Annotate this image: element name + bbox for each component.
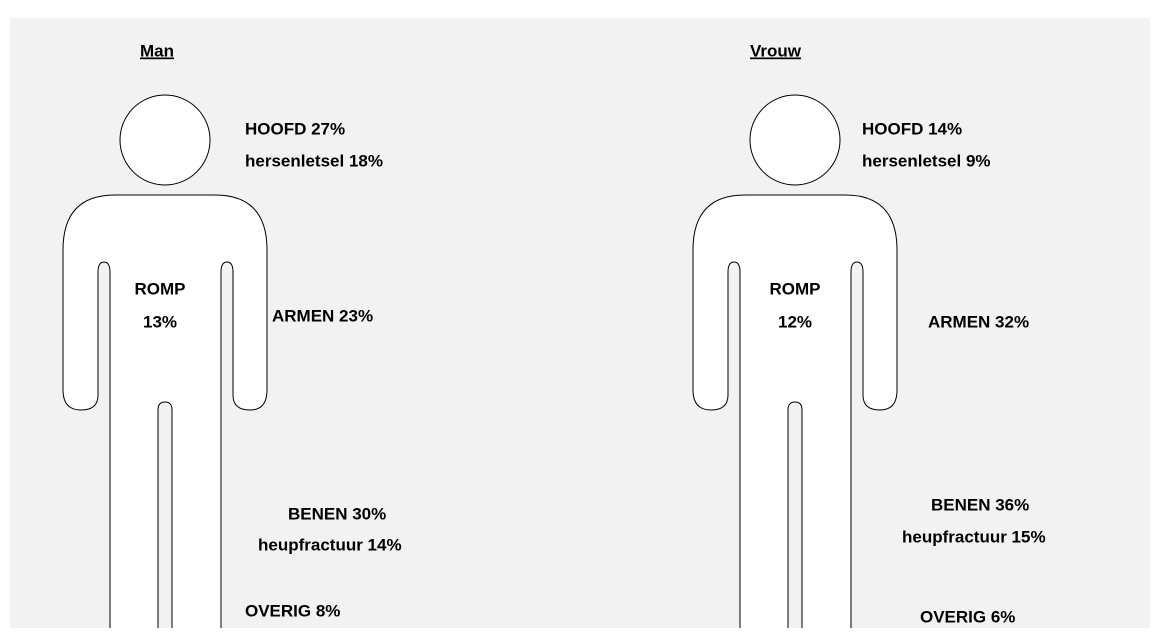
- head-shape: [749, 94, 841, 186]
- legs-label: BENEN 30%: [288, 504, 386, 523]
- woman-figure: Vrouw HOOFD 14% hersenletsel 9% ROMP 12%…: [692, 41, 1046, 633]
- man-figure: Man HOOFD 27% hersenletsel 18% ROMP 13% …: [62, 41, 402, 633]
- other-label: OVERIG 8%: [245, 601, 340, 620]
- head-shape: [119, 94, 211, 186]
- torso-value: 12%: [778, 312, 812, 331]
- head-sub-label: hersenletsel 9%: [862, 151, 991, 170]
- head-label: HOOFD 14%: [862, 119, 962, 138]
- legs-sub-label: heupfractuur 15%: [902, 527, 1046, 546]
- torso-label: ROMP: [135, 279, 186, 298]
- torso-label: ROMP: [770, 279, 821, 298]
- head-label: HOOFD 27%: [245, 119, 345, 138]
- torso-value: 13%: [143, 312, 177, 331]
- figure-title: Vrouw: [750, 41, 802, 60]
- legs-sub-label: heupfractuur 14%: [258, 535, 402, 554]
- head-sub-label: hersenletsel 18%: [245, 151, 383, 170]
- legs-label: BENEN 36%: [931, 495, 1029, 514]
- figure-title: Man: [140, 41, 174, 60]
- other-label: OVERIG 6%: [920, 607, 1015, 626]
- arms-label: ARMEN 32%: [928, 312, 1029, 331]
- arms-label: ARMEN 23%: [272, 306, 373, 325]
